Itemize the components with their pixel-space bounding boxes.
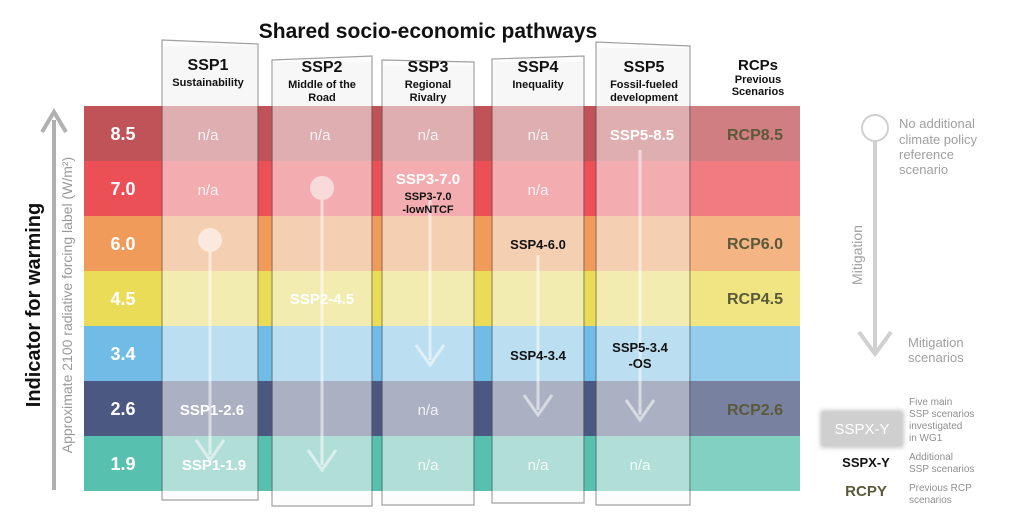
- rcp-label-60: RCP6.0: [727, 236, 783, 253]
- no-policy-line3: reference: [899, 147, 954, 162]
- y-axis-main-label: Indicator for warming: [23, 203, 45, 407]
- ssp2-start-dot: [310, 176, 334, 200]
- key-add-sample: SSPX-Y: [842, 455, 890, 470]
- mitigation-label: Mitigation: [849, 225, 865, 285]
- scenario-ssp1-19: SSP1-1.9: [182, 457, 246, 474]
- mitigation-legend: No additional climate policy reference s…: [849, 114, 978, 365]
- rcp-label-45: RCP4.5: [727, 291, 783, 308]
- ssp1-start-dot: [198, 228, 222, 252]
- ssp-header-desc1: Fossil-fueled: [610, 79, 678, 91]
- key-rcp-desc1: Previous RCP: [909, 483, 972, 494]
- scenario-ssp5-34-line2: -OS: [628, 356, 651, 371]
- na-label: n/a: [198, 182, 220, 199]
- no-policy-line4: scenario: [899, 162, 948, 177]
- no-policy-line1: No additional: [899, 116, 975, 131]
- scenario-labels: SSP5-8.5 SSP3-7.0 SSP3-7.0 -lowNTCF SSP4…: [180, 127, 674, 474]
- level-label: 7.0: [110, 179, 135, 199]
- ssp-header-desc2: development: [610, 92, 678, 104]
- pathway-arrows: [194, 150, 656, 473]
- key-main-desc4: in WG1: [909, 433, 943, 444]
- ssp-header-desc1: Middle of the: [288, 79, 356, 91]
- level-label: 2.6: [110, 399, 135, 419]
- rcp-header-sub2: Scenarios: [732, 86, 785, 98]
- ssp-header-desc1: Sustainability: [172, 77, 244, 89]
- key-main-desc3: investigated: [909, 421, 962, 432]
- ssp-header-desc1: Inequality: [512, 79, 564, 91]
- na-labels: n/a n/a n/a n/a n/a n/a n/a n/a n/a n/a: [198, 127, 652, 474]
- rcp-header-title: RCPs: [738, 57, 778, 74]
- ssp-header-name: SSP2: [302, 59, 343, 76]
- ssp-header-name: SSP3: [408, 59, 449, 76]
- scenario-ssp3-70-lowntcf-line2: -lowNTCF: [402, 204, 454, 216]
- level-label: 8.5: [110, 124, 135, 144]
- no-policy-line2: climate policy: [899, 132, 978, 147]
- ssp-header-desc1: Regional: [405, 79, 451, 91]
- key-main-desc2: SSP scenarios: [909, 409, 974, 420]
- scenario-ssp5-34-line1: SSP5-3.4: [612, 340, 668, 355]
- ssp-header-name: SSP5: [624, 59, 665, 76]
- y-axis: Indicator for warming Approximate 2100 r…: [23, 108, 75, 490]
- na-label: n/a: [528, 457, 550, 474]
- rcp-label-26: RCP2.6: [727, 402, 783, 419]
- scenario-ssp3-70: SSP3-7.0: [396, 171, 460, 188]
- reference-dot-icon: [861, 114, 889, 142]
- ssp-header-name: SSP1: [188, 57, 229, 74]
- scenario-ssp5-85: SSP5-8.5: [610, 127, 674, 144]
- rcp-header: RCPs Previous Scenarios: [732, 57, 785, 98]
- mitigation-scen-line1: Mitigation: [908, 335, 964, 350]
- mitigation-scen-line2: scenarios: [908, 350, 964, 365]
- scenario-ssp4-60: SSP4-6.0: [510, 237, 566, 252]
- diagram-title: Shared socio-economic pathways: [259, 20, 597, 43]
- key-rcp-desc2: scenarios: [909, 495, 952, 506]
- level-label: 6.0: [110, 234, 135, 254]
- rcp-label-85: RCP8.5: [727, 127, 783, 144]
- na-label: n/a: [528, 127, 550, 144]
- scenario-ssp1-26: SSP1-2.6: [180, 402, 244, 419]
- na-label: n/a: [198, 127, 220, 144]
- ssp-header-desc2: Road: [308, 92, 336, 104]
- ssp-panels: [161, 39, 691, 507]
- na-label: n/a: [418, 127, 440, 144]
- scenario-ssp4-34: SSP4-3.4: [510, 348, 566, 363]
- down-arrow-icon: [857, 330, 893, 358]
- key-add-desc2: SSP scenarios: [909, 464, 974, 475]
- ssp-panel-3: [381, 59, 475, 506]
- y-axis-sub-label: Approximate 2100 radiative forcing label…: [59, 157, 75, 453]
- key-add-desc1: Additional: [909, 452, 953, 463]
- level-label: 4.5: [110, 289, 135, 309]
- level-labels: 8.5 7.0 6.0 4.5 3.4 2.6 1.9: [110, 124, 135, 474]
- ssp-header-name: SSP4: [518, 59, 559, 76]
- key-main-sample: SSPX-Y: [834, 421, 889, 438]
- key-main-desc1: Five main: [909, 397, 952, 408]
- na-label: n/a: [418, 457, 440, 474]
- na-label: n/a: [630, 457, 652, 474]
- ssp-panel-5: [595, 41, 691, 506]
- level-label: 3.4: [110, 344, 135, 364]
- ssp-header-desc2: Rivalry: [410, 92, 448, 104]
- rcp-header-sub1: Previous: [735, 74, 781, 86]
- rcp-labels: RCP8.5 RCP6.0 RCP4.5 RCP2.6: [727, 127, 783, 419]
- na-label: n/a: [310, 127, 332, 144]
- level-label: 1.9: [110, 454, 135, 474]
- up-arrow-icon: [40, 108, 68, 134]
- legend-key: SSPX-Y Five main SSP scenarios investiga…: [820, 397, 974, 506]
- key-rcp-sample: RCPY: [845, 483, 887, 500]
- scenario-ssp2-45: SSP2-4.5: [290, 291, 354, 308]
- scenario-ssp3-70-lowntcf-line1: SSP3-7.0: [404, 191, 451, 203]
- na-label: n/a: [528, 182, 550, 199]
- na-label: n/a: [418, 402, 440, 419]
